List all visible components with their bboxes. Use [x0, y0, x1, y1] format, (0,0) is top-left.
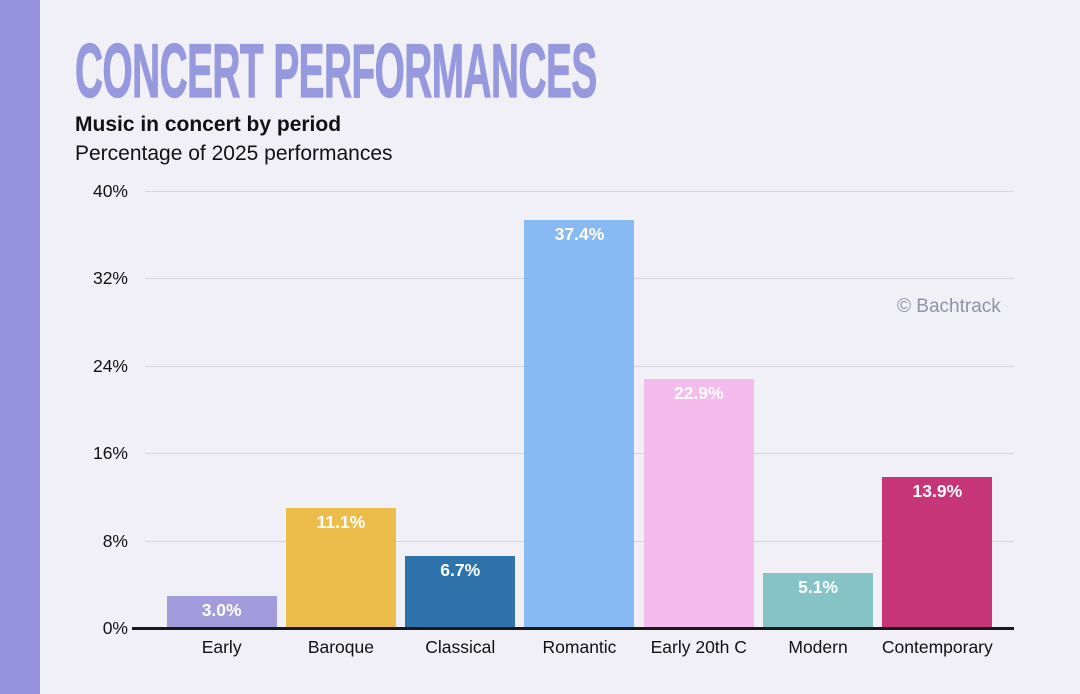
watermark-bachtrack: © Bachtrack: [897, 296, 1001, 317]
bar-value-label: 3.0%: [201, 600, 242, 621]
y-tick-label: 8%: [102, 530, 128, 551]
x-category-label: Romantic: [542, 637, 617, 657]
bar-value-label: 22.9%: [673, 382, 724, 403]
y-tick-label: 32%: [92, 268, 128, 289]
bar-value-label: 11.1%: [316, 511, 366, 532]
y-tick-label: 16%: [92, 443, 128, 464]
x-axis-line: [132, 627, 1014, 630]
bar-chart: 40% 32% 24% 16% 8% 0% 3.0%: [93, 181, 1014, 657]
x-category-label: Classical: [425, 637, 496, 657]
bar-slot: 37.4% Romantic: [520, 192, 639, 657]
bar-slot: 6.7% Classical: [401, 192, 520, 657]
page-title: CONCERT PERFORMANCES: [75, 29, 598, 114]
x-category-label: Baroque: [307, 637, 374, 657]
x-category-label: Contemporary: [881, 637, 993, 657]
bar-early-20th-c: 22.9%: [643, 378, 754, 629]
bars-container: 3.0% Early 11.1% Baroque 6.7% Classical …: [162, 192, 997, 657]
gridline: [145, 191, 1014, 192]
bar-classical: 6.7%: [405, 555, 516, 629]
bar-value-label: 6.7%: [440, 559, 481, 580]
y-tick-label: 0%: [102, 618, 128, 638]
bar-slot: 13.9% Contemporary: [878, 192, 997, 657]
chart-subtitle: Percentage of 2025 performances: [75, 142, 393, 165]
bar-value-label: 37.4%: [554, 224, 605, 245]
bar-romantic: 37.4%: [524, 220, 635, 629]
chart-title: Music in concert by period: [75, 113, 342, 136]
x-category-label: Early 20th C: [650, 637, 747, 657]
accent-strip: [0, 0, 40, 694]
bar-value-label: 13.9%: [912, 481, 963, 502]
bar-slot: 5.1% Modern: [758, 192, 877, 657]
y-tick-label: 24%: [92, 355, 128, 376]
bar-contemporary: 13.9%: [882, 477, 993, 629]
bar-slot: 3.0% Early: [162, 192, 281, 657]
x-category-label: Modern: [788, 637, 848, 657]
bar-value-label: 5.1%: [798, 577, 838, 598]
bar-baroque: 11.1%: [285, 507, 396, 629]
bar-slot: 22.9% Early 20th C: [639, 192, 758, 657]
y-tick-label: 40%: [92, 181, 128, 201]
bar-early: 3.0%: [166, 596, 277, 629]
bar-slot: 11.1% Baroque: [281, 192, 400, 657]
bar-modern: 5.1%: [763, 573, 874, 629]
x-category-label: Early: [201, 637, 242, 657]
